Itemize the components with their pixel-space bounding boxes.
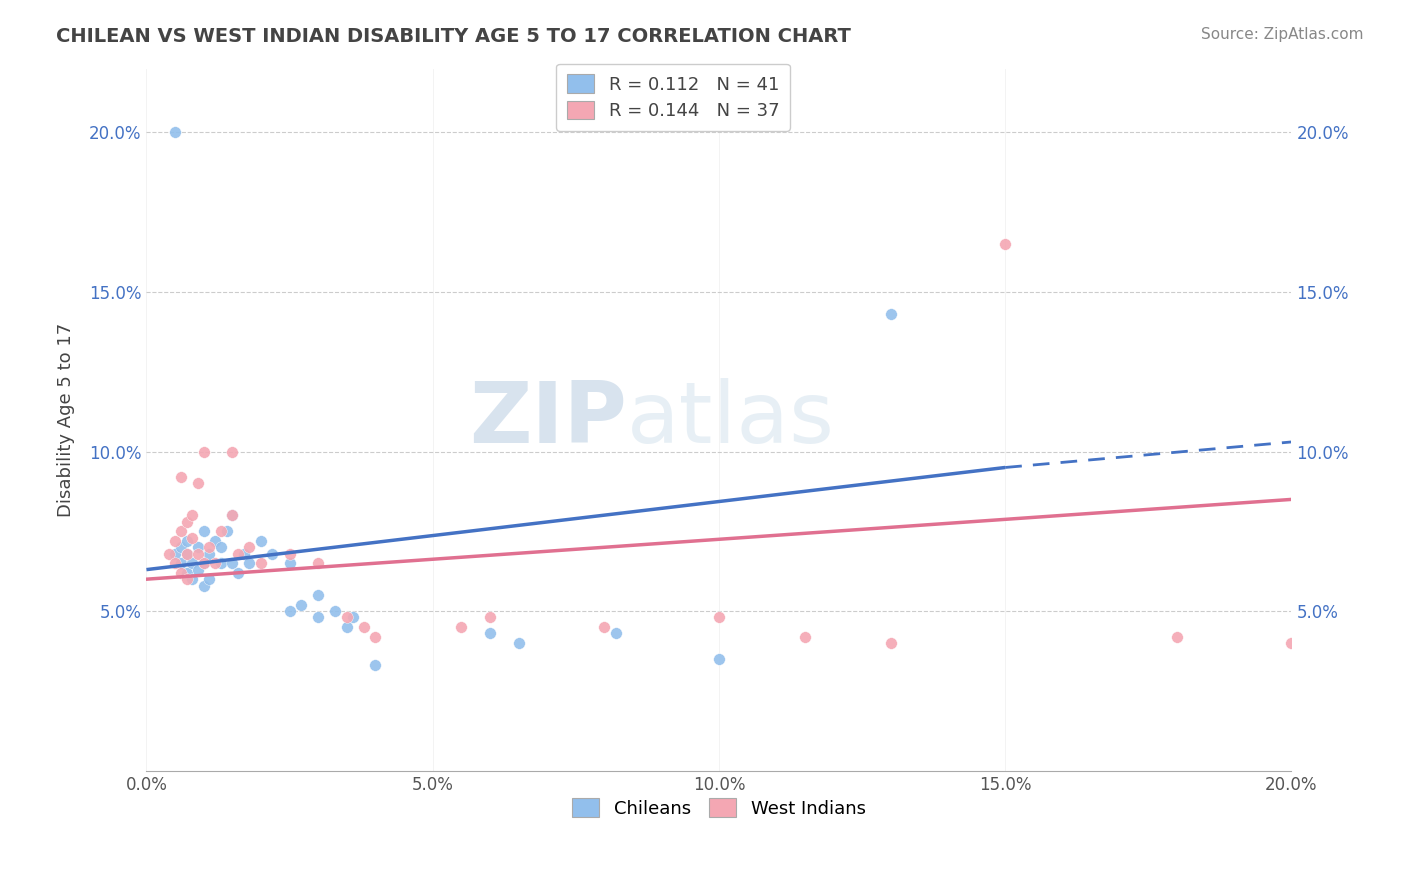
Point bbox=[238, 556, 260, 570]
Point bbox=[353, 620, 375, 634]
Point bbox=[187, 547, 209, 561]
Point bbox=[221, 556, 243, 570]
Point bbox=[165, 533, 187, 548]
Point bbox=[325, 604, 347, 618]
Point bbox=[209, 556, 232, 570]
Point bbox=[221, 508, 243, 523]
Point bbox=[181, 556, 204, 570]
Point bbox=[181, 531, 204, 545]
Point bbox=[278, 604, 301, 618]
Point bbox=[879, 636, 901, 650]
Point bbox=[1166, 630, 1188, 644]
Point bbox=[176, 572, 198, 586]
Point bbox=[278, 547, 301, 561]
Point bbox=[336, 620, 359, 634]
Point bbox=[707, 652, 730, 666]
Point bbox=[170, 556, 193, 570]
Point bbox=[165, 556, 187, 570]
Point bbox=[1281, 636, 1303, 650]
Point bbox=[181, 572, 204, 586]
Point bbox=[238, 541, 260, 555]
Point bbox=[226, 547, 249, 561]
Point bbox=[193, 444, 215, 458]
Text: CHILEAN VS WEST INDIAN DISABILITY AGE 5 TO 17 CORRELATION CHART: CHILEAN VS WEST INDIAN DISABILITY AGE 5 … bbox=[56, 27, 851, 45]
Point bbox=[204, 533, 226, 548]
Point bbox=[994, 237, 1017, 252]
Point bbox=[250, 533, 273, 548]
Text: ZIP: ZIP bbox=[470, 378, 627, 461]
Point bbox=[209, 541, 232, 555]
Point bbox=[176, 547, 198, 561]
Point bbox=[226, 566, 249, 580]
Point bbox=[262, 547, 284, 561]
Point bbox=[508, 636, 530, 650]
Text: Source: ZipAtlas.com: Source: ZipAtlas.com bbox=[1201, 27, 1364, 42]
Point bbox=[165, 547, 187, 561]
Point bbox=[181, 508, 204, 523]
Point bbox=[478, 610, 501, 624]
Point bbox=[193, 556, 215, 570]
Point bbox=[605, 626, 627, 640]
Point bbox=[336, 610, 359, 624]
Point bbox=[307, 556, 329, 570]
Point bbox=[176, 515, 198, 529]
Point bbox=[250, 556, 273, 570]
Point bbox=[193, 578, 215, 592]
Point bbox=[307, 610, 329, 624]
Point bbox=[290, 598, 312, 612]
Point bbox=[176, 547, 198, 561]
Point bbox=[478, 626, 501, 640]
Point bbox=[187, 563, 209, 577]
Point bbox=[221, 444, 243, 458]
Text: atlas: atlas bbox=[627, 378, 835, 461]
Point bbox=[307, 588, 329, 602]
Legend: Chileans, West Indians: Chileans, West Indians bbox=[565, 791, 873, 825]
Point bbox=[198, 572, 221, 586]
Point bbox=[157, 547, 180, 561]
Point bbox=[342, 610, 364, 624]
Point bbox=[879, 307, 901, 321]
Point bbox=[364, 630, 387, 644]
Point bbox=[204, 556, 226, 570]
Point bbox=[170, 541, 193, 555]
Point bbox=[176, 566, 198, 580]
Point bbox=[170, 470, 193, 484]
Point bbox=[170, 524, 193, 539]
Point bbox=[278, 556, 301, 570]
Point bbox=[232, 547, 254, 561]
Point bbox=[707, 610, 730, 624]
Point bbox=[193, 524, 215, 539]
Point bbox=[176, 533, 198, 548]
Point bbox=[450, 620, 472, 634]
Point bbox=[165, 125, 187, 139]
Point bbox=[364, 658, 387, 673]
Point bbox=[221, 508, 243, 523]
Point bbox=[193, 556, 215, 570]
Point bbox=[170, 566, 193, 580]
Point bbox=[198, 547, 221, 561]
Point bbox=[187, 476, 209, 491]
Point bbox=[198, 541, 221, 555]
Point bbox=[187, 541, 209, 555]
Y-axis label: Disability Age 5 to 17: Disability Age 5 to 17 bbox=[58, 323, 75, 516]
Point bbox=[215, 524, 238, 539]
Point bbox=[793, 630, 815, 644]
Point bbox=[593, 620, 616, 634]
Point bbox=[209, 524, 232, 539]
